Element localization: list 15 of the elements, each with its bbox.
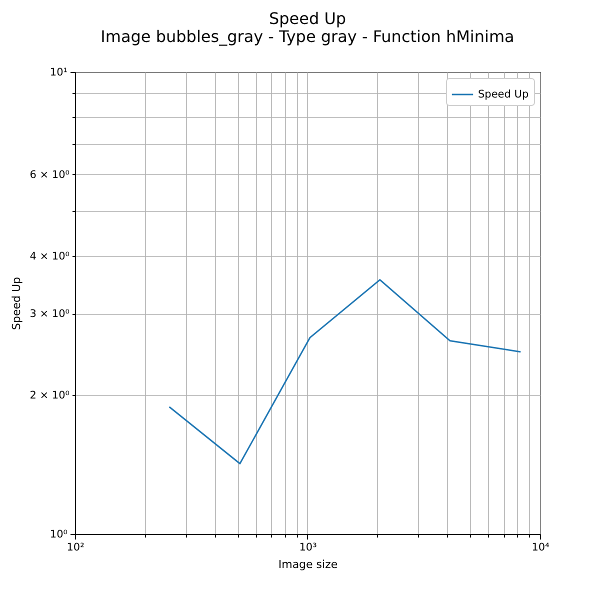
x-tick-label: 10⁴ — [532, 542, 550, 554]
y-tick-label: 6 × 10⁰ — [30, 168, 70, 181]
y-tick-label: 4 × 10⁰ — [30, 250, 70, 262]
y-axis-title: Speed Up — [10, 276, 23, 330]
y-tick-label: 3 × 10⁰ — [30, 308, 70, 320]
x-tick-label: 10³ — [299, 542, 317, 554]
y-tick-label: 10⁰ — [50, 528, 68, 540]
y-tick-label: 2 × 10⁰ — [30, 389, 70, 402]
chart-subtitle: Image bubbles_gray - Type gray - Function hMinima — [100, 27, 514, 46]
line-series — [169, 279, 521, 464]
legend-label: Speed Up — [478, 88, 529, 100]
chart-title: Speed Up — [268, 9, 346, 28]
x-axis-title: Image size — [278, 558, 338, 571]
y-tick-label: 10¹ — [50, 66, 68, 78]
x-tick-label: 10² — [66, 542, 84, 554]
